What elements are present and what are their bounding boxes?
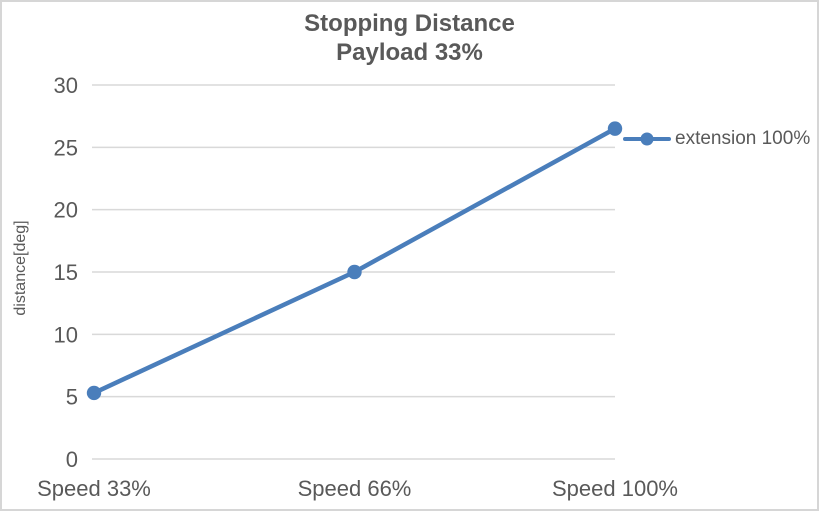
x-axis-label: Speed 66% [298,476,412,501]
y-tick-label: 30 [54,73,78,98]
y-tick-label: 25 [54,135,78,160]
chart-title-line2: Payload 33% [336,39,483,66]
y-tick-label: 10 [54,322,78,347]
y-tick-label: 15 [54,260,78,285]
y-tick-label: 0 [66,447,78,472]
x-axis-label: Speed 100% [552,476,678,501]
x-axis-label: Speed 33% [37,476,151,501]
y-tick-label: 20 [54,198,78,223]
y-tick-label: 5 [66,385,78,410]
chart-title: Stopping Distance Payload 33% [2,9,817,67]
legend-label: extension 100% [675,128,811,149]
legend: extension 100% [622,128,810,150]
data-point-marker [347,264,362,280]
data-point-marker [86,385,102,401]
chart-title-line1: Stopping Distance [304,10,515,37]
data-point-marker [607,121,623,136]
series-line [91,126,618,396]
legend-line-marker-icon [623,132,671,146]
